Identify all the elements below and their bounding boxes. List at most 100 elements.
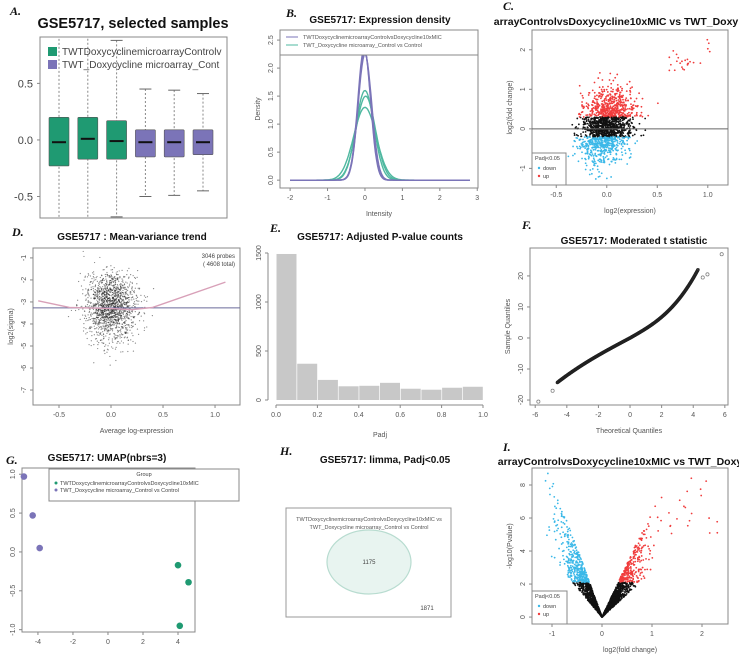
- point: [577, 134, 579, 137]
- point: [605, 105, 608, 107]
- point: [146, 296, 149, 298]
- point: [124, 324, 127, 327]
- point: [122, 310, 124, 312]
- point: [121, 336, 123, 339]
- point: [131, 293, 133, 296]
- x-tick-label: 0.4: [354, 412, 364, 419]
- point: [684, 59, 687, 62]
- point: [101, 328, 103, 330]
- point: [123, 275, 125, 278]
- point: [133, 302, 135, 304]
- point: [95, 320, 98, 322]
- point: [106, 314, 108, 316]
- point: [610, 160, 613, 163]
- point: [631, 116, 634, 119]
- point: [590, 172, 593, 175]
- point: [110, 311, 112, 314]
- point: [609, 136, 612, 139]
- point: [573, 574, 576, 576]
- point: [128, 314, 131, 316]
- point: [623, 137, 625, 140]
- point: [137, 333, 140, 335]
- point: [638, 544, 641, 547]
- point: [607, 142, 610, 145]
- point: [132, 275, 134, 277]
- y-tick-label: 0.5: [268, 147, 275, 157]
- point: [706, 38, 709, 41]
- point: [110, 284, 112, 286]
- point: [96, 324, 98, 326]
- point: [106, 280, 108, 283]
- point: [624, 152, 627, 155]
- point: [97, 315, 99, 317]
- point: [590, 117, 593, 120]
- point: [101, 342, 103, 344]
- box-1: [48, 37, 70, 218]
- x-axis: -6 -4 -2 0 2 4 6: [532, 405, 727, 419]
- point: [118, 314, 120, 316]
- point: [587, 120, 590, 122]
- point: [108, 323, 110, 325]
- point: [605, 144, 607, 147]
- point: [128, 267, 130, 269]
- point: [618, 112, 621, 115]
- y-tick-label: -4: [21, 321, 28, 327]
- point: [594, 118, 596, 121]
- y-tick-label: 1000: [256, 294, 263, 310]
- point: [607, 147, 610, 150]
- point: [92, 305, 94, 307]
- point: [151, 315, 153, 317]
- point: [603, 146, 606, 149]
- point: [107, 349, 109, 351]
- box-4: [135, 88, 156, 198]
- point: [610, 116, 613, 119]
- panel-title: GSE5717: Adjusted P-value counts: [297, 232, 463, 243]
- point: [91, 326, 93, 328]
- y-tick-label: 1.0: [268, 119, 275, 129]
- point: [621, 116, 624, 118]
- density-frame: [279, 29, 479, 189]
- point: [100, 310, 102, 312]
- point: [136, 300, 139, 302]
- point: [600, 172, 603, 175]
- point: [116, 296, 118, 298]
- point: [594, 129, 596, 132]
- point: [127, 302, 129, 304]
- point: [132, 340, 134, 343]
- point: [124, 336, 126, 338]
- point: [624, 107, 627, 109]
- point: [627, 111, 630, 114]
- point: [601, 119, 603, 122]
- point: [612, 100, 615, 103]
- bar: [338, 386, 359, 400]
- point: [619, 110, 621, 113]
- point: [124, 298, 127, 300]
- legend: GroupTWTDoxycyclinemicroarrayControlvsDo…: [48, 468, 240, 502]
- point: [92, 322, 94, 325]
- point: [615, 146, 618, 149]
- point: [88, 328, 90, 330]
- point: [610, 113, 613, 115]
- point: [643, 577, 646, 579]
- point: [104, 345, 106, 347]
- point: [101, 298, 103, 300]
- point: [608, 163, 611, 166]
- point: [626, 132, 629, 135]
- point: [585, 145, 588, 148]
- point: [598, 175, 601, 178]
- point: [112, 278, 114, 281]
- point: [639, 115, 641, 117]
- box: [106, 120, 127, 160]
- point: [115, 324, 118, 326]
- point: [128, 323, 130, 326]
- point: [593, 113, 596, 116]
- point: [121, 301, 123, 303]
- point: [112, 303, 115, 305]
- point: [645, 557, 647, 560]
- point: [99, 313, 102, 316]
- point: [605, 114, 608, 117]
- point: [130, 319, 132, 321]
- point: [624, 136, 627, 139]
- point: [595, 107, 598, 110]
